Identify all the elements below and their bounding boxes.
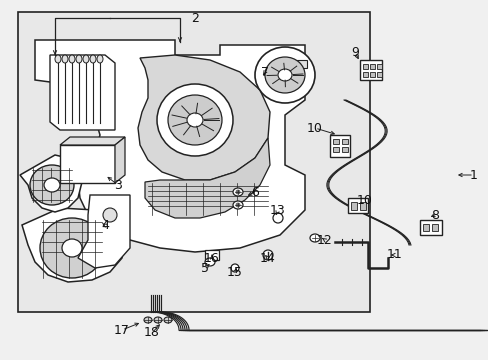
Polygon shape xyxy=(359,60,381,80)
Bar xyxy=(332,147,338,152)
Bar xyxy=(60,145,115,183)
Polygon shape xyxy=(115,137,125,183)
Ellipse shape xyxy=(230,264,239,272)
Polygon shape xyxy=(35,40,305,252)
Bar xyxy=(332,139,338,144)
Text: 14: 14 xyxy=(260,252,275,265)
Ellipse shape xyxy=(254,47,314,103)
Bar xyxy=(341,147,347,152)
Ellipse shape xyxy=(103,208,117,222)
Ellipse shape xyxy=(90,55,96,63)
Text: 11: 11 xyxy=(386,248,402,261)
Bar xyxy=(419,220,441,235)
Ellipse shape xyxy=(264,57,305,93)
Ellipse shape xyxy=(272,213,283,223)
Text: 16: 16 xyxy=(203,252,220,265)
Text: 5: 5 xyxy=(201,261,208,275)
Ellipse shape xyxy=(232,201,243,209)
Ellipse shape xyxy=(40,218,104,278)
Ellipse shape xyxy=(76,55,82,63)
Bar xyxy=(294,60,306,68)
Text: 8: 8 xyxy=(430,208,438,221)
Ellipse shape xyxy=(143,317,152,323)
Text: 6: 6 xyxy=(250,185,259,198)
Ellipse shape xyxy=(154,317,162,323)
Bar xyxy=(376,64,381,69)
Bar xyxy=(359,202,365,210)
Text: 18: 18 xyxy=(144,327,160,339)
Text: 13: 13 xyxy=(269,203,285,216)
Ellipse shape xyxy=(55,55,61,63)
Ellipse shape xyxy=(44,178,60,192)
Bar xyxy=(18,12,369,312)
Ellipse shape xyxy=(236,203,240,207)
Ellipse shape xyxy=(30,165,74,205)
Bar xyxy=(431,224,437,231)
Text: 10: 10 xyxy=(306,122,322,135)
Polygon shape xyxy=(138,55,269,180)
Bar xyxy=(362,72,367,77)
Polygon shape xyxy=(20,155,82,212)
Polygon shape xyxy=(22,208,125,282)
Polygon shape xyxy=(78,195,130,268)
Text: 2: 2 xyxy=(191,12,199,24)
Text: 9: 9 xyxy=(350,45,358,59)
Ellipse shape xyxy=(263,250,272,260)
Polygon shape xyxy=(145,138,269,218)
Ellipse shape xyxy=(97,55,103,63)
Polygon shape xyxy=(329,135,349,157)
Ellipse shape xyxy=(309,234,319,242)
Ellipse shape xyxy=(83,55,89,63)
Ellipse shape xyxy=(62,239,82,257)
Text: 4: 4 xyxy=(101,219,109,231)
Ellipse shape xyxy=(163,317,172,323)
Bar xyxy=(369,72,374,77)
Ellipse shape xyxy=(69,55,75,63)
Text: 1: 1 xyxy=(469,168,477,181)
Bar xyxy=(347,198,367,213)
Ellipse shape xyxy=(157,84,232,156)
Bar xyxy=(422,224,428,231)
Ellipse shape xyxy=(232,188,243,196)
Ellipse shape xyxy=(278,69,291,81)
Bar xyxy=(341,139,347,144)
Bar xyxy=(369,64,374,69)
Bar xyxy=(362,64,367,69)
Polygon shape xyxy=(50,55,115,130)
Text: 17: 17 xyxy=(114,324,130,337)
Text: 3: 3 xyxy=(114,179,122,192)
Text: 10: 10 xyxy=(356,194,372,207)
Text: 12: 12 xyxy=(317,234,332,247)
Text: 15: 15 xyxy=(226,266,243,279)
Ellipse shape xyxy=(62,55,68,63)
Ellipse shape xyxy=(186,113,203,127)
Bar xyxy=(204,250,219,260)
Bar xyxy=(350,202,356,210)
Polygon shape xyxy=(60,137,125,145)
Ellipse shape xyxy=(168,95,222,145)
Text: 7: 7 xyxy=(261,66,268,78)
Bar xyxy=(376,72,381,77)
Ellipse shape xyxy=(236,190,240,194)
Ellipse shape xyxy=(204,258,215,266)
